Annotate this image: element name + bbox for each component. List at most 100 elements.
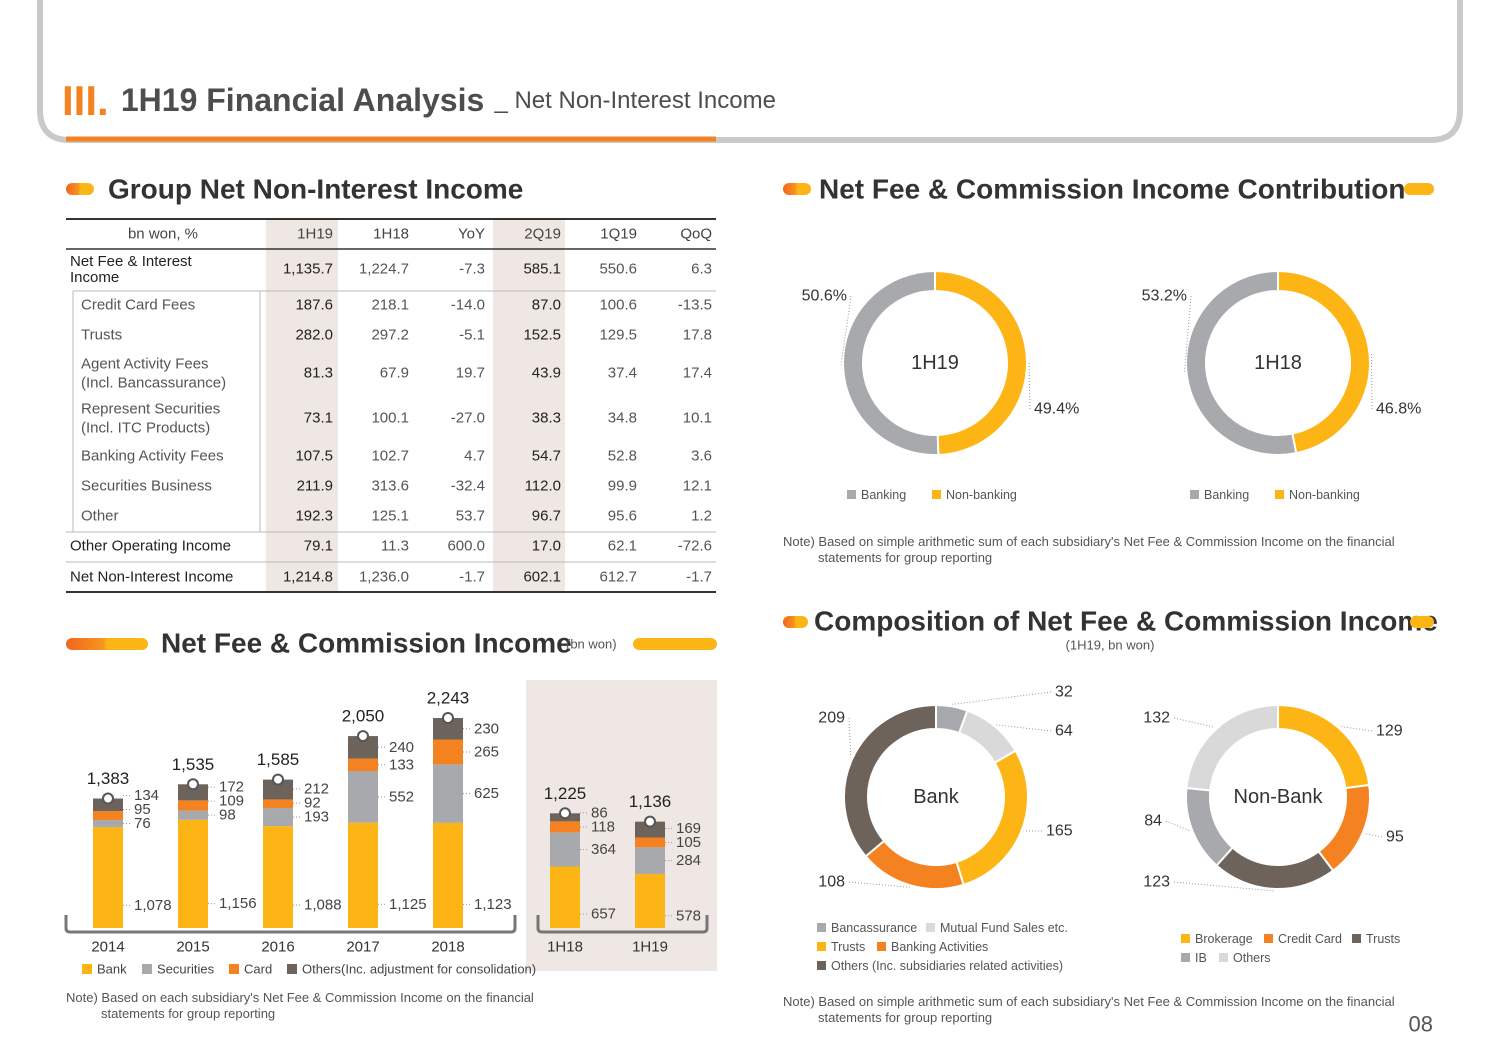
total-label: 1,585 bbox=[257, 750, 300, 769]
cell: 1,224.7 bbox=[359, 261, 409, 278]
slice-label: 46.8% bbox=[1376, 401, 1421, 418]
total-label: 1,225 bbox=[544, 784, 587, 803]
header-numeral: III. bbox=[62, 77, 109, 124]
donut-slice bbox=[934, 269, 1028, 456]
cell: 1.2 bbox=[691, 508, 712, 525]
bar-segment bbox=[348, 736, 378, 759]
bar-segment bbox=[433, 822, 463, 928]
bar-segment bbox=[550, 866, 580, 928]
donut-slice bbox=[843, 703, 937, 858]
slice-label: 49.4% bbox=[1034, 401, 1079, 418]
bar-segment bbox=[263, 808, 293, 827]
donut-slice bbox=[1215, 846, 1335, 890]
cell: -7.3 bbox=[459, 261, 485, 278]
text-line: Note) Based on simple arithmetic sum of … bbox=[783, 534, 1395, 549]
value-label: 240 bbox=[389, 739, 414, 756]
donut-slice bbox=[1317, 783, 1371, 873]
bar-segment bbox=[635, 873, 665, 928]
center-label: Bank bbox=[913, 786, 960, 808]
value-label: 98 bbox=[219, 807, 236, 824]
cell: 102.7 bbox=[371, 448, 409, 465]
slice-label: 165 bbox=[1046, 823, 1073, 840]
x-tick-label: 2015 bbox=[176, 939, 209, 956]
value-label: 134 bbox=[134, 787, 159, 804]
total-marker bbox=[102, 792, 114, 805]
legend-label: IB bbox=[1195, 951, 1207, 965]
legend-label: Brokerage bbox=[1195, 932, 1253, 946]
value-label: 105 bbox=[676, 834, 701, 851]
bar-segment bbox=[263, 779, 293, 800]
row-label: Other Operating Income bbox=[70, 538, 231, 555]
legend-label: Banking bbox=[861, 488, 906, 502]
center-label: Non-Bank bbox=[1234, 786, 1324, 808]
section-title: Net Fee & Commission Income Contribution bbox=[819, 174, 1405, 205]
leader bbox=[1173, 717, 1215, 728]
pill bbox=[783, 616, 808, 628]
legend-label: Banking bbox=[1204, 488, 1249, 502]
legend-swatch bbox=[1352, 934, 1361, 943]
cell: 4.7 bbox=[464, 448, 485, 465]
leader bbox=[1364, 833, 1383, 838]
legend-swatch bbox=[287, 964, 297, 974]
value-label: 1,078 bbox=[134, 897, 172, 914]
cell: 6.3 bbox=[691, 261, 712, 278]
row-label: Agent Activity Fees (Incl. Bancassurance) bbox=[81, 355, 226, 391]
bar-segment bbox=[178, 800, 208, 811]
column-header: YoY bbox=[458, 226, 485, 243]
value-label: 552 bbox=[389, 788, 414, 805]
total-marker bbox=[559, 807, 571, 820]
cell: 19.7 bbox=[456, 365, 485, 382]
bar-segment bbox=[635, 847, 665, 874]
cell: 17.4 bbox=[683, 365, 712, 382]
row-label: Net Non-Interest Income bbox=[70, 569, 233, 586]
value-label: 265 bbox=[474, 743, 499, 760]
section-title: Group Net Non-Interest Income bbox=[108, 174, 523, 205]
cell: 17.0 bbox=[532, 538, 561, 555]
leader bbox=[1183, 295, 1192, 373]
total-label: 2,243 bbox=[427, 689, 470, 708]
legend-label: Others(Inc. adjustment for consolidation… bbox=[302, 962, 536, 977]
legend-swatch bbox=[1181, 934, 1190, 943]
row-label: Net Fee & Interest Income bbox=[70, 253, 193, 286]
row-label: Credit Card Fees bbox=[81, 297, 195, 314]
x-tick-label: 2018 bbox=[431, 939, 464, 956]
legend-swatch bbox=[932, 490, 941, 499]
cell: 612.7 bbox=[599, 569, 637, 586]
total-label: 2,050 bbox=[342, 707, 385, 726]
value-label: 172 bbox=[219, 779, 244, 796]
slice-label: 129 bbox=[1376, 723, 1403, 740]
donut-slice bbox=[1185, 786, 1235, 867]
cell: 282.0 bbox=[295, 327, 333, 344]
bar-segment bbox=[348, 758, 378, 771]
value-label: 657 bbox=[591, 906, 616, 923]
text-line: (Incl. ITC Products) bbox=[81, 419, 210, 436]
text-line: (Incl. Bancassurance) bbox=[81, 374, 226, 391]
section-title: Net Fee & Commission Income bbox=[161, 628, 572, 659]
cell: 3.6 bbox=[691, 448, 712, 465]
cell: 602.1 bbox=[523, 569, 561, 586]
bar-segment bbox=[550, 832, 580, 867]
donut-slice bbox=[955, 749, 1029, 887]
bar-segment bbox=[263, 826, 293, 928]
donut-slice bbox=[1277, 703, 1371, 790]
leader bbox=[848, 717, 852, 758]
cell: 38.3 bbox=[532, 410, 561, 427]
column-header: 1Q19 bbox=[600, 226, 637, 243]
cell: 187.6 bbox=[295, 297, 333, 314]
cell: 67.9 bbox=[380, 365, 409, 382]
value-label: 1,156 bbox=[219, 895, 257, 912]
slice-label: 132 bbox=[1143, 710, 1170, 727]
text-line: statements for group reporting bbox=[101, 1006, 275, 1021]
slice-label: 84 bbox=[1144, 813, 1162, 830]
value-label: 193 bbox=[304, 809, 329, 826]
pill bbox=[66, 638, 148, 650]
value-label: 76 bbox=[134, 815, 151, 832]
leader bbox=[840, 295, 852, 365]
bar-segment bbox=[433, 764, 463, 823]
donut-slice bbox=[1185, 703, 1279, 792]
pill bbox=[633, 638, 717, 650]
legend-label: Non-banking bbox=[946, 488, 1017, 502]
bar-segment bbox=[550, 821, 580, 833]
cell: 62.1 bbox=[608, 538, 637, 555]
cell: -1.7 bbox=[686, 569, 712, 586]
